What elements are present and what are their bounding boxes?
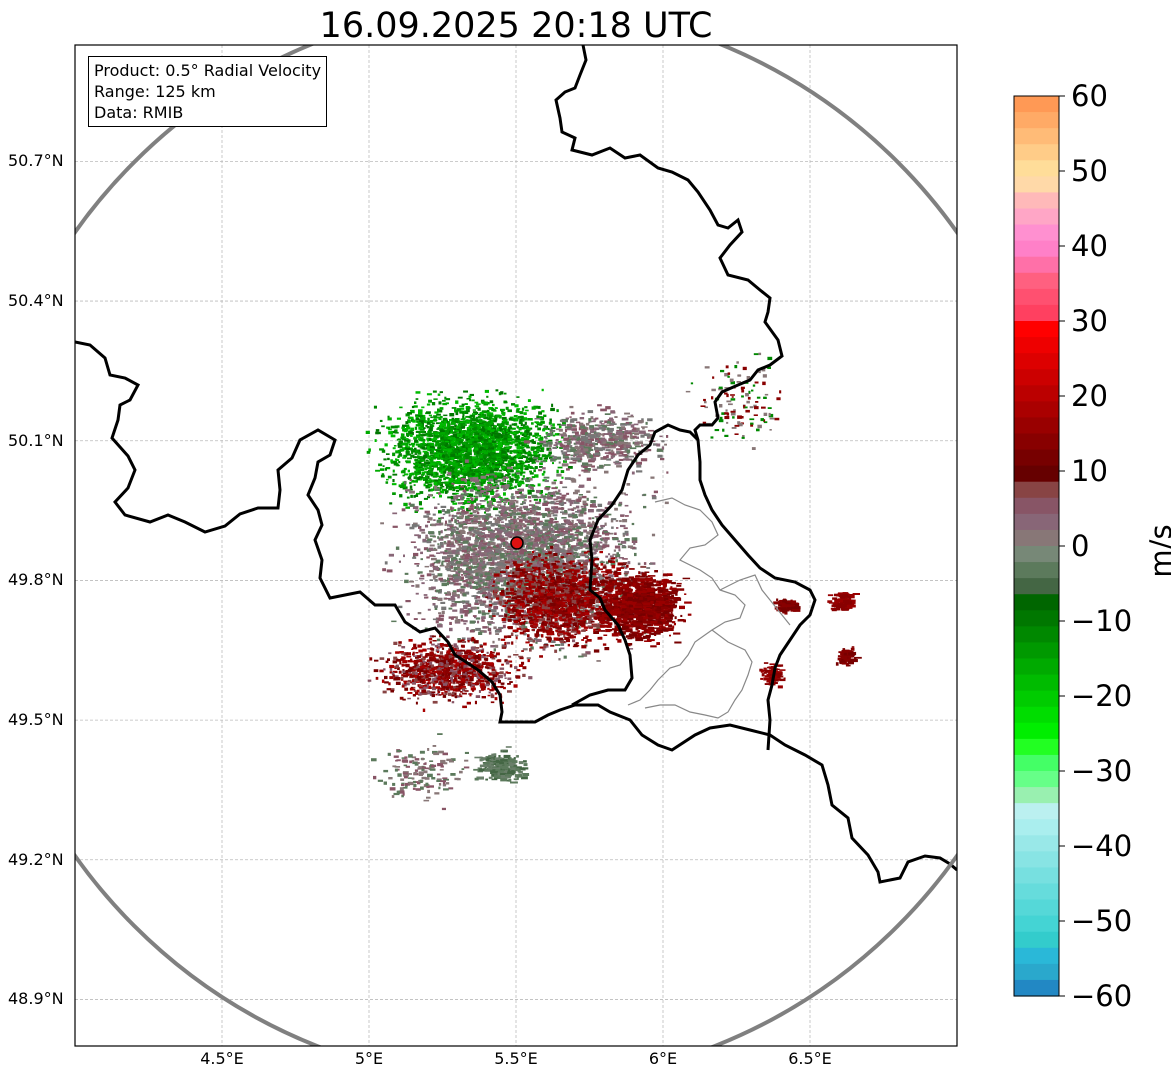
colorbar-segment: [1014, 337, 1059, 354]
colorbar-segment: [1014, 979, 1059, 997]
colorbar-segment: [1014, 481, 1059, 499]
colorbar-tick-label: 50: [1071, 154, 1108, 188]
colorbar-segment: [1014, 867, 1059, 885]
colorbar-tick-label: −60: [1071, 979, 1133, 1013]
colorbar-segment: [1014, 272, 1059, 290]
info-box: Product: 0.5° Radial Velocity Range: 125…: [88, 56, 328, 127]
colorbar-tick-label: 60: [1071, 79, 1108, 113]
colorbar-segment: [1014, 433, 1059, 451]
colorbar-segment: [1014, 369, 1059, 386]
colorbar-tick-label: −30: [1071, 754, 1133, 788]
colorbar-segment: [1014, 610, 1059, 627]
region-borders: [627, 497, 791, 719]
colorbar-segment: [1014, 963, 1059, 981]
lat-label: 50.7°N: [8, 151, 64, 171]
colorbar-tick-label: 40: [1071, 229, 1108, 263]
lon-label: 6.5°E: [788, 1049, 832, 1068]
colorbar-segment: [1014, 722, 1059, 740]
colorbar-segment: [1014, 706, 1059, 724]
radar-echoes: [365, 352, 862, 811]
colorbar-segment: [1014, 819, 1059, 836]
colorbar-frame: [1013, 95, 1060, 997]
colorbar-segment: [1014, 401, 1059, 419]
info-source: Data: RMIB: [94, 103, 184, 122]
colorbar-segment: [1014, 529, 1059, 547]
colorbar-segment: [1014, 835, 1059, 852]
colorbar-segment: [1014, 690, 1059, 708]
colorbar-segment: [1014, 240, 1059, 258]
colorbar-segment: [1014, 899, 1059, 917]
colorbar-segment: [1014, 642, 1059, 660]
colorbar-segment: [1014, 176, 1059, 194]
region-border: [627, 497, 791, 719]
lat-label: 50.4°N: [8, 291, 64, 311]
lon-label: 5°E: [354, 1049, 384, 1068]
radar-site-marker[interactable]: [510, 536, 524, 550]
country-borders: [75, 45, 957, 884]
colorbar-segment: [1014, 192, 1059, 210]
colorbar-segment: [1014, 321, 1059, 338]
info-range: Range: 125 km: [94, 82, 216, 101]
colorbar-segment: [1014, 947, 1059, 965]
colorbar-segment: [1014, 513, 1059, 531]
lat-label: 49.8°N: [8, 570, 64, 590]
colorbar-segment: [1014, 787, 1059, 804]
colorbar-segment: [1014, 771, 1059, 788]
map-title: 16.09.2025 20:18 UTC: [319, 6, 713, 46]
colorbar-tick-label: 30: [1071, 304, 1108, 338]
colorbar-segment: [1014, 883, 1059, 901]
lat-label: 49.2°N: [8, 849, 64, 869]
lat-label: 50.1°N: [8, 430, 64, 450]
colorbar-segment: [1014, 738, 1059, 756]
colorbar-segment: [1014, 931, 1059, 949]
colorbar-segment: [1014, 128, 1059, 145]
colorbar-segment: [1014, 803, 1059, 820]
colorbar-segment: [1014, 224, 1059, 242]
colorbar-segment: [1014, 256, 1059, 274]
colorbar-segment: [1014, 449, 1059, 467]
border-luxembourg: [571, 423, 700, 707]
colorbar-segment: [1014, 674, 1059, 692]
colorbar-segment: [1014, 112, 1059, 129]
colorbar-tick-label: 20: [1071, 379, 1108, 413]
colorbar-segment: [1014, 288, 1059, 306]
colorbar-tick-label: −50: [1071, 904, 1133, 938]
colorbar-segment: [1014, 144, 1059, 161]
colorbar-segment: [1014, 208, 1059, 226]
colorbar-segment: [1014, 578, 1059, 595]
colorbar-segment: [1014, 160, 1059, 177]
lat-label: 49.5°N: [8, 710, 64, 730]
colorbar-segment: [1014, 562, 1059, 579]
colorbar-segment: [1014, 915, 1059, 933]
lon-label: 6°E: [648, 1049, 678, 1068]
lon-label: 4.5°E: [200, 1049, 244, 1068]
colorbar-segment: [1014, 385, 1059, 402]
colorbar-segment: [1014, 626, 1059, 644]
colorbar: [1014, 95, 1065, 997]
border-belgium-luxembourg-france-west: [75, 340, 957, 884]
colorbar-tick-label: 0: [1071, 529, 1090, 563]
plot-frame: [74, 44, 958, 1047]
colorbar-segment: [1014, 465, 1059, 483]
info-product: Product: 0.5° Radial Velocity: [94, 61, 322, 80]
colorbar-segment: [1014, 851, 1059, 869]
colorbar-tick-label: −20: [1071, 679, 1133, 713]
colorbar-segment: [1014, 594, 1059, 611]
colorbar-segment: [1014, 658, 1059, 676]
colorbar-segment: [1014, 304, 1059, 322]
colorbar-tick-label: 10: [1071, 454, 1108, 488]
colorbar-tick-label: −10: [1071, 604, 1133, 638]
colorbar-segment: [1014, 497, 1059, 515]
border-germany-belgium-north: [554, 45, 817, 751]
colorbar-segment: [1014, 96, 1059, 113]
colorbar-segment: [1014, 546, 1059, 563]
colorbar-tick-label: −40: [1071, 829, 1133, 863]
colorbar-segment: [1014, 353, 1059, 370]
colorbar-segment: [1014, 417, 1059, 435]
colorbar-unit: m/s: [1144, 524, 1171, 578]
lat-label: 48.9°N: [8, 989, 64, 1009]
colorbar-segment: [1014, 754, 1059, 772]
lon-label: 5.5°E: [494, 1049, 538, 1068]
